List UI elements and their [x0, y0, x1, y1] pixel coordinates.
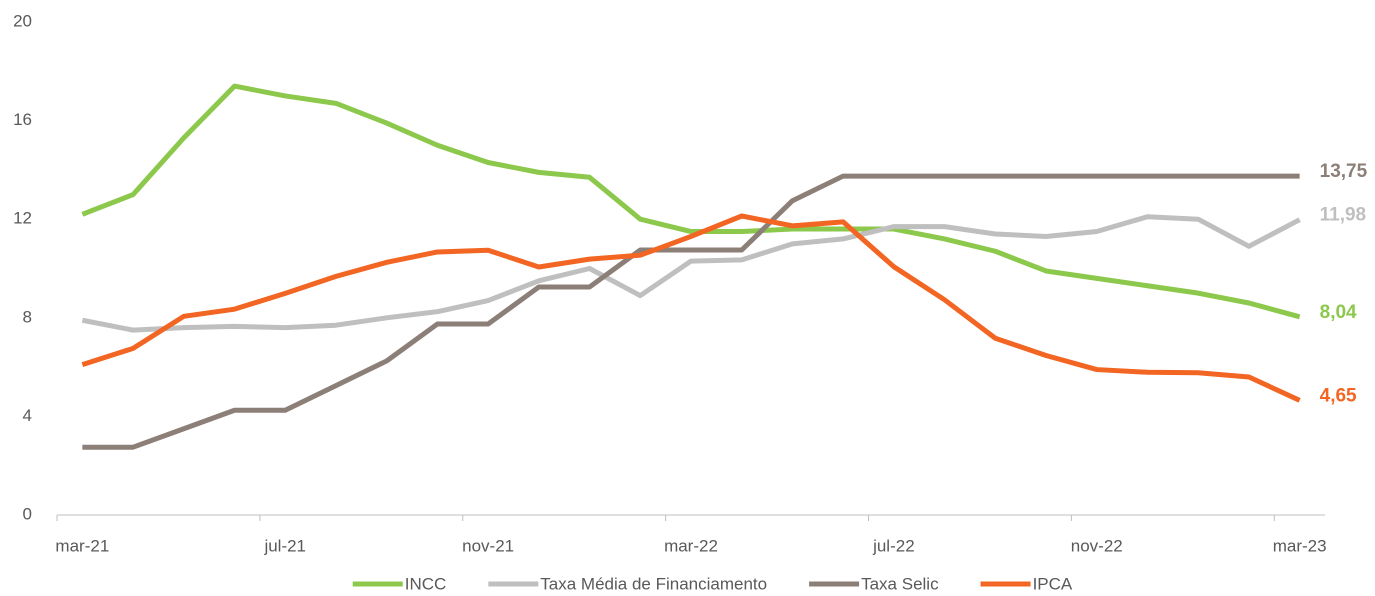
- y-tick-label: 20: [13, 11, 32, 30]
- y-tick-label: 8: [23, 307, 32, 326]
- y-tick-label: 16: [13, 110, 32, 129]
- value-label: 8,04: [1320, 302, 1357, 323]
- x-tick-label: nov-22: [1071, 536, 1123, 555]
- x-tick-label: mar-21: [55, 536, 109, 555]
- series-line: [81, 213, 1301, 403]
- y-tick-label: 4: [23, 406, 32, 425]
- series-line: [81, 214, 1301, 333]
- x-tick-label: jul-22: [872, 536, 915, 555]
- legend-label: IPCA: [1033, 574, 1073, 593]
- legend-label: INCC: [405, 574, 447, 593]
- value-label: 11,98: [1320, 205, 1367, 226]
- series-line: [82, 173, 1300, 450]
- y-tick-label: 12: [13, 209, 32, 228]
- value-label: 4,65: [1320, 385, 1357, 406]
- series-line: [81, 83, 1301, 320]
- legend-label: Taxa Média de Financiamento: [540, 574, 767, 593]
- legend-label: Taxa Selic: [861, 574, 939, 593]
- value-label: 13,75: [1320, 161, 1368, 182]
- x-tick-label: mar-22: [664, 536, 718, 555]
- x-tick-label: mar-23: [1273, 536, 1327, 555]
- x-tick-label: jul-21: [263, 536, 306, 555]
- x-tick-label: nov-21: [462, 536, 514, 555]
- y-tick-label: 0: [23, 504, 32, 523]
